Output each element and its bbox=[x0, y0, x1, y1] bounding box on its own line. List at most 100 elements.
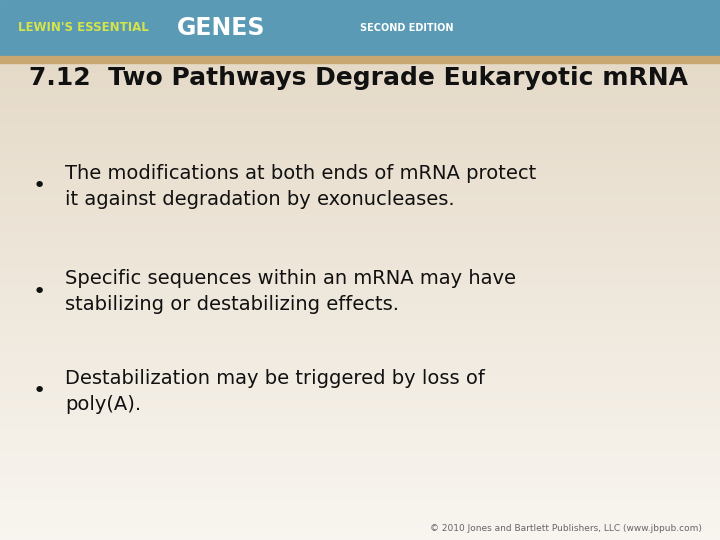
Bar bbox=[0, 154, 720, 157]
Bar bbox=[0, 271, 720, 273]
Bar bbox=[0, 466, 720, 468]
Bar bbox=[0, 403, 720, 405]
Bar bbox=[0, 289, 720, 292]
Bar bbox=[0, 368, 720, 370]
Bar bbox=[0, 99, 720, 101]
Bar bbox=[0, 363, 720, 365]
Bar bbox=[0, 220, 720, 222]
Bar bbox=[0, 433, 720, 435]
Bar bbox=[0, 366, 720, 368]
Bar bbox=[0, 509, 720, 511]
Bar bbox=[0, 500, 720, 502]
Bar bbox=[0, 227, 720, 230]
Bar bbox=[0, 191, 720, 193]
Bar bbox=[0, 326, 720, 328]
Bar bbox=[0, 111, 720, 113]
Bar bbox=[0, 422, 720, 424]
Bar bbox=[0, 0, 720, 56]
Bar bbox=[0, 244, 720, 246]
Bar bbox=[0, 310, 720, 313]
Bar bbox=[0, 452, 720, 454]
Bar bbox=[0, 379, 720, 381]
Bar bbox=[0, 333, 720, 335]
Bar bbox=[0, 323, 720, 325]
Bar bbox=[0, 374, 720, 376]
Bar bbox=[0, 253, 720, 255]
Bar bbox=[0, 380, 720, 382]
Bar bbox=[0, 302, 720, 305]
Text: LEWIN'S ESSENTIAL: LEWIN'S ESSENTIAL bbox=[18, 21, 149, 35]
Bar bbox=[0, 521, 720, 523]
Bar bbox=[0, 186, 720, 188]
Bar bbox=[0, 315, 720, 317]
Bar bbox=[0, 468, 720, 470]
Bar bbox=[0, 531, 720, 534]
Bar bbox=[0, 181, 720, 184]
Bar bbox=[0, 91, 720, 93]
Bar bbox=[0, 173, 720, 176]
Bar bbox=[0, 84, 720, 86]
Bar bbox=[0, 455, 720, 457]
Bar bbox=[0, 232, 720, 234]
Bar bbox=[0, 137, 720, 139]
Bar bbox=[0, 437, 720, 440]
Bar bbox=[0, 207, 720, 209]
Bar bbox=[0, 245, 720, 247]
Bar bbox=[0, 131, 720, 133]
Bar bbox=[0, 77, 720, 78]
Bar bbox=[0, 479, 720, 481]
Bar bbox=[0, 476, 720, 478]
Bar bbox=[0, 334, 720, 336]
Bar bbox=[0, 124, 720, 126]
Bar bbox=[0, 482, 720, 484]
Bar bbox=[0, 264, 720, 266]
Bar bbox=[0, 294, 720, 296]
Bar bbox=[0, 78, 720, 80]
Bar bbox=[0, 158, 720, 160]
Bar bbox=[0, 395, 720, 397]
Bar bbox=[0, 414, 720, 416]
Bar bbox=[0, 110, 720, 112]
Bar bbox=[0, 166, 720, 167]
Bar bbox=[0, 118, 720, 120]
Bar bbox=[0, 401, 720, 403]
Bar bbox=[0, 67, 720, 69]
Bar bbox=[0, 145, 720, 147]
Bar bbox=[0, 126, 720, 128]
Bar bbox=[0, 168, 720, 171]
Bar bbox=[0, 242, 720, 244]
Bar bbox=[0, 407, 720, 409]
Bar bbox=[0, 127, 720, 130]
Bar bbox=[0, 501, 720, 503]
Bar bbox=[0, 492, 720, 494]
Bar bbox=[0, 446, 720, 448]
Bar bbox=[0, 212, 720, 214]
Bar bbox=[0, 96, 720, 98]
Bar bbox=[0, 496, 720, 498]
Bar bbox=[0, 92, 720, 94]
Bar bbox=[0, 217, 720, 219]
Bar bbox=[0, 462, 720, 464]
Bar bbox=[0, 522, 720, 524]
Bar bbox=[0, 202, 720, 204]
Bar bbox=[0, 229, 720, 231]
Bar bbox=[0, 524, 720, 525]
Bar bbox=[0, 231, 720, 233]
Bar bbox=[0, 425, 720, 427]
Bar bbox=[0, 116, 720, 118]
Bar bbox=[0, 350, 720, 352]
Bar bbox=[0, 275, 720, 278]
Bar bbox=[0, 517, 720, 519]
Bar bbox=[0, 190, 720, 192]
Bar bbox=[0, 387, 720, 389]
Bar bbox=[0, 382, 720, 384]
Bar bbox=[0, 223, 720, 225]
Bar bbox=[0, 208, 720, 211]
Bar bbox=[0, 504, 720, 507]
Bar bbox=[0, 104, 720, 106]
Bar bbox=[0, 344, 720, 346]
Bar bbox=[0, 234, 720, 236]
Bar bbox=[0, 150, 720, 152]
Bar bbox=[0, 73, 720, 76]
Bar bbox=[0, 119, 720, 122]
